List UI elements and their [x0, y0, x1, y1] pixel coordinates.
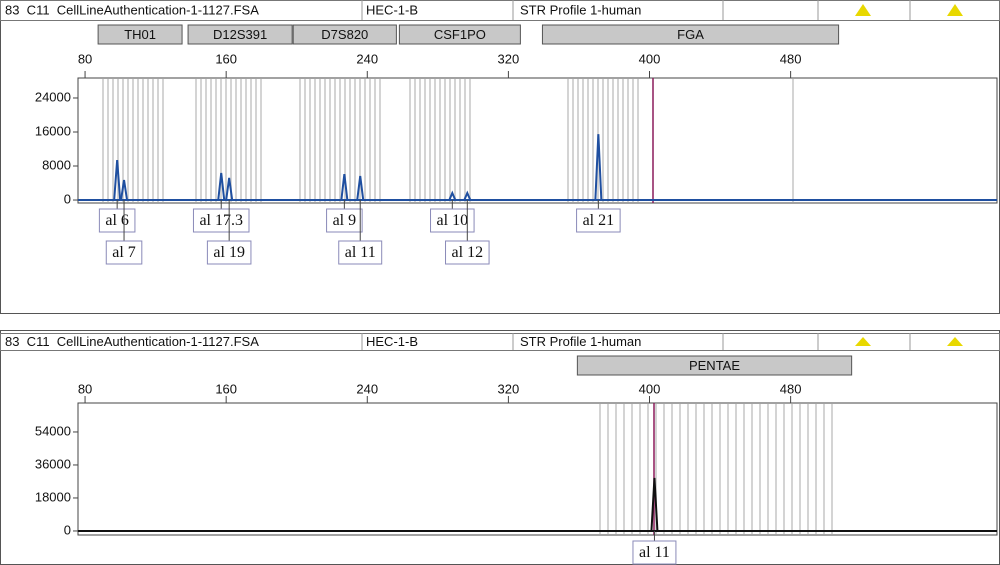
label-box — [445, 240, 490, 265]
x-tick-label: 480 — [780, 51, 802, 66]
marker-box — [398, 24, 521, 45]
y-tick-label: 0 — [64, 522, 71, 537]
marker-label: TH01 — [124, 27, 156, 42]
allele-label: al 6 — [105, 212, 129, 229]
peak — [463, 190, 472, 201]
marker-box — [576, 355, 853, 376]
plot-area — [77, 402, 998, 536]
allele-label: al 9 — [333, 212, 357, 229]
x-tick-label: 160 — [215, 51, 237, 66]
allele-label: al 12 — [452, 244, 484, 261]
allele-label: al 19 — [213, 244, 245, 261]
label-box — [338, 240, 383, 265]
label-box — [105, 240, 143, 265]
allele-label: al 21 — [583, 212, 615, 229]
marker-box — [187, 24, 293, 45]
y-tick-label: 8000 — [42, 157, 71, 172]
marker-label: FGA — [677, 27, 704, 42]
header-text: HEC-1-B — [366, 334, 418, 349]
label-box — [192, 208, 250, 233]
allele-label: al 11 — [345, 244, 376, 261]
x-tick-label: 240 — [356, 51, 378, 66]
marker-label: CSF1PO — [434, 27, 486, 42]
allele-label: al 17.3 — [199, 212, 243, 229]
y-tick-label: 24000 — [35, 89, 71, 104]
marker-label: D7S820 — [321, 27, 368, 42]
header-text: 83 C11 CellLineAuthentication-1-1127.FSA — [5, 334, 259, 349]
peak — [225, 177, 234, 201]
header-text: STR Profile 1-human — [520, 2, 641, 17]
status-icon — [947, 337, 963, 346]
x-tick-label: 240 — [356, 381, 378, 396]
status-icon — [855, 4, 871, 16]
status-icon — [947, 4, 963, 16]
allele-label: al 10 — [437, 212, 469, 229]
label-box — [206, 240, 252, 265]
marker-label: PENTAE — [689, 358, 740, 373]
label-box — [326, 208, 363, 233]
peak — [356, 175, 365, 201]
x-tick-label: 320 — [498, 381, 520, 396]
label-box — [576, 208, 621, 233]
peak — [594, 134, 603, 201]
x-tick-label: 80 — [78, 51, 92, 66]
allele-label: al 11 — [639, 544, 670, 561]
x-tick-label: 400 — [639, 51, 661, 66]
y-tick-label: 16000 — [35, 123, 71, 138]
marker-box — [292, 24, 397, 45]
marker-box — [97, 24, 183, 45]
y-tick-label: 0 — [64, 191, 71, 206]
marker-label: D12S391 — [213, 27, 267, 42]
peak — [650, 477, 659, 532]
label-box — [430, 208, 475, 233]
x-tick-label: 400 — [639, 381, 661, 396]
x-tick-label: 80 — [78, 381, 92, 396]
marker-box — [541, 24, 840, 45]
allele-label: al 7 — [112, 244, 136, 261]
status-icon — [855, 337, 871, 346]
x-tick-label: 320 — [498, 51, 520, 66]
y-tick-label: 18000 — [35, 489, 71, 504]
peak — [448, 190, 457, 201]
x-tick-label: 160 — [215, 381, 237, 396]
header-text: STR Profile 1-human — [520, 334, 641, 349]
peak — [120, 179, 129, 201]
y-tick-label: 36000 — [35, 456, 71, 471]
label-box — [98, 208, 136, 233]
y-tick-label: 54000 — [35, 423, 71, 438]
peak — [217, 172, 226, 201]
header-text: HEC-1-B — [366, 2, 418, 17]
label-box — [632, 540, 677, 565]
peak — [113, 159, 122, 201]
peak — [340, 173, 349, 201]
header-text: 83 C11 CellLineAuthentication-1-1127.FSA — [5, 2, 259, 17]
x-tick-label: 480 — [780, 381, 802, 396]
